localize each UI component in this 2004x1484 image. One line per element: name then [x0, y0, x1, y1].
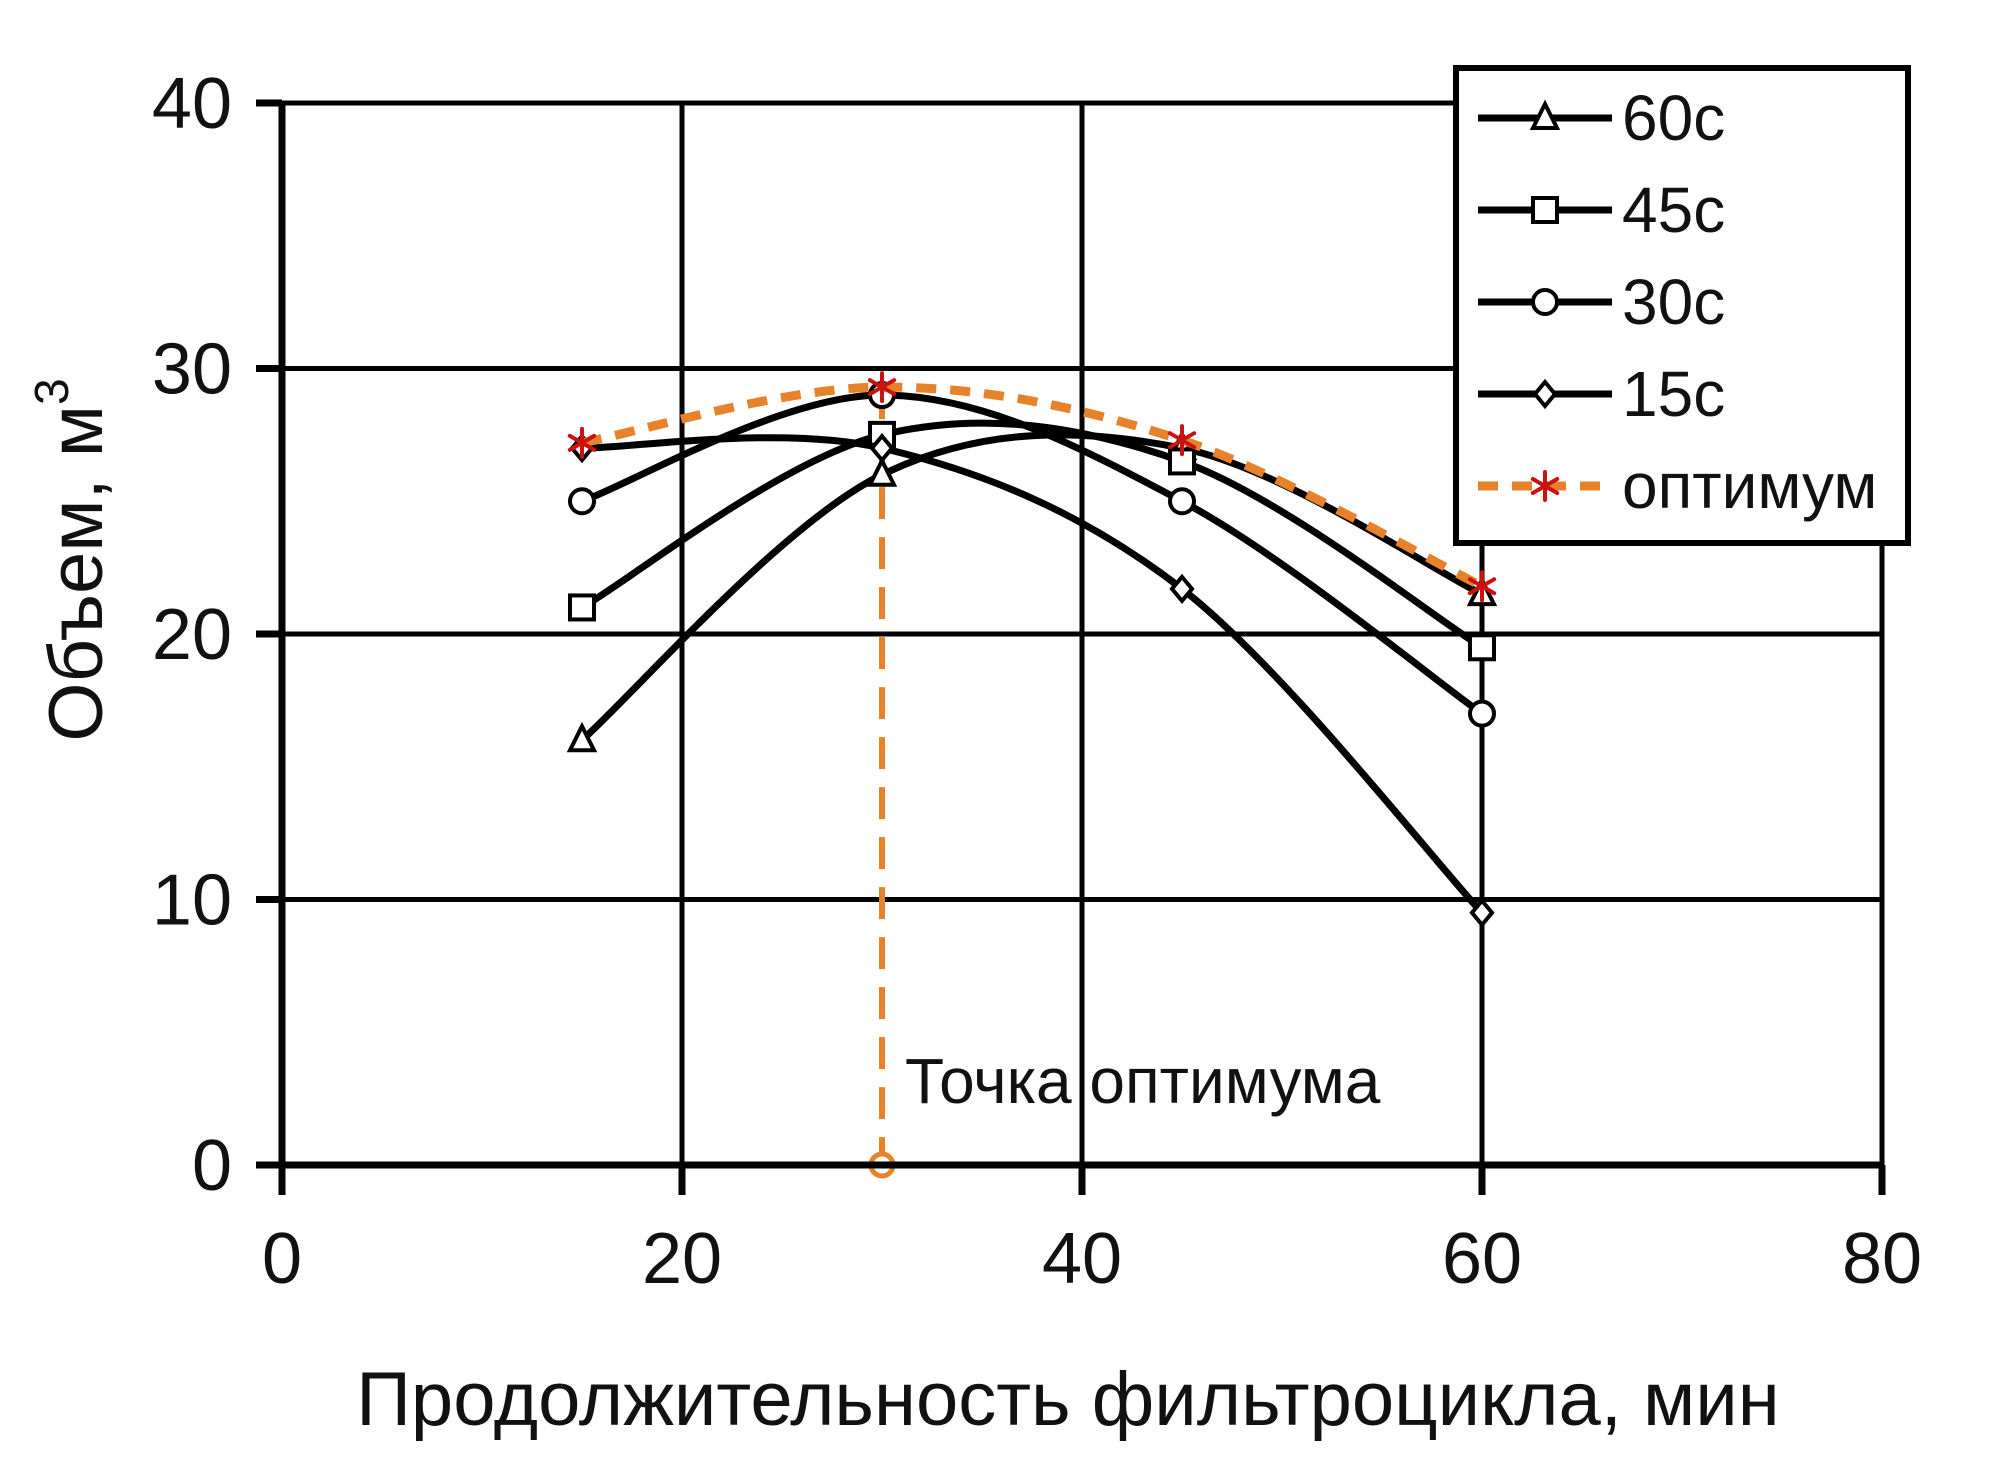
data-point-30с — [1168, 487, 1196, 516]
series-layer — [566, 371, 1498, 928]
legend: 60с 45с 30с 15с оптимум — [1453, 65, 1911, 546]
y-axis-title-group: Объем, м3 — [26, 378, 119, 741]
y-tick-label: 10 — [152, 861, 232, 941]
svg-text:Объем, м3: Объем, м3 — [26, 378, 119, 741]
x-tick-label: 80 — [1842, 1219, 1922, 1299]
series-line-15с — [578, 434, 1486, 917]
data-point-оптимум — [867, 371, 897, 404]
data-point-30с — [568, 487, 596, 516]
y-tick-label: 40 — [152, 64, 232, 144]
data-point-45с — [568, 593, 596, 622]
tick-labels: 0 10 20 30 40 0 20 40 60 80 — [152, 64, 1922, 1299]
legend-label-30с: 30с — [1622, 266, 1725, 338]
x-axis-title: Продолжительность фильтроцикла, мин — [356, 1357, 1779, 1442]
data-point-15с — [1169, 573, 1195, 604]
y-axis-title-superscript: 3 — [26, 378, 79, 405]
data-point-45с — [1468, 633, 1496, 662]
x-tick-label: 60 — [1442, 1219, 1522, 1299]
data-point-30с — [1468, 699, 1496, 728]
y-tick-label: 20 — [152, 595, 232, 675]
series-line-оптимум — [581, 382, 1484, 591]
y-tick-label: 30 — [152, 330, 232, 410]
legend-label-45с: 45с — [1622, 174, 1725, 246]
data-point-15с — [869, 433, 895, 464]
y-axis-title: Объем, м — [34, 405, 119, 742]
legend-marker-30с — [1531, 288, 1559, 316]
legend-marker-15с — [1532, 378, 1558, 410]
data-point-60с — [866, 456, 898, 487]
optimum-point-label: Точка оптимума — [905, 1045, 1381, 1117]
data-point-оптимум — [567, 426, 597, 459]
x-tick-label: 20 — [642, 1219, 722, 1299]
data-point-оптимум — [1467, 570, 1497, 603]
series-line-60с — [578, 431, 1486, 744]
data-point-15с — [1469, 897, 1495, 928]
data-point-60с — [566, 721, 598, 753]
axes — [256, 99, 1886, 1195]
legend-label-оптимум: оптимум — [1622, 450, 1877, 522]
legend-marker-60с — [1529, 99, 1561, 130]
legend-label-15с: 15с — [1622, 358, 1725, 430]
legend-marker-оптимум — [1530, 470, 1560, 502]
legend-label-60с: 60с — [1622, 82, 1725, 154]
y-tick-label: 0 — [192, 1126, 232, 1206]
x-tick-label: 40 — [1042, 1219, 1122, 1299]
data-point-оптимум — [1167, 424, 1197, 457]
legend-marker-45с — [1531, 196, 1559, 224]
x-tick-label: 0 — [262, 1219, 302, 1299]
